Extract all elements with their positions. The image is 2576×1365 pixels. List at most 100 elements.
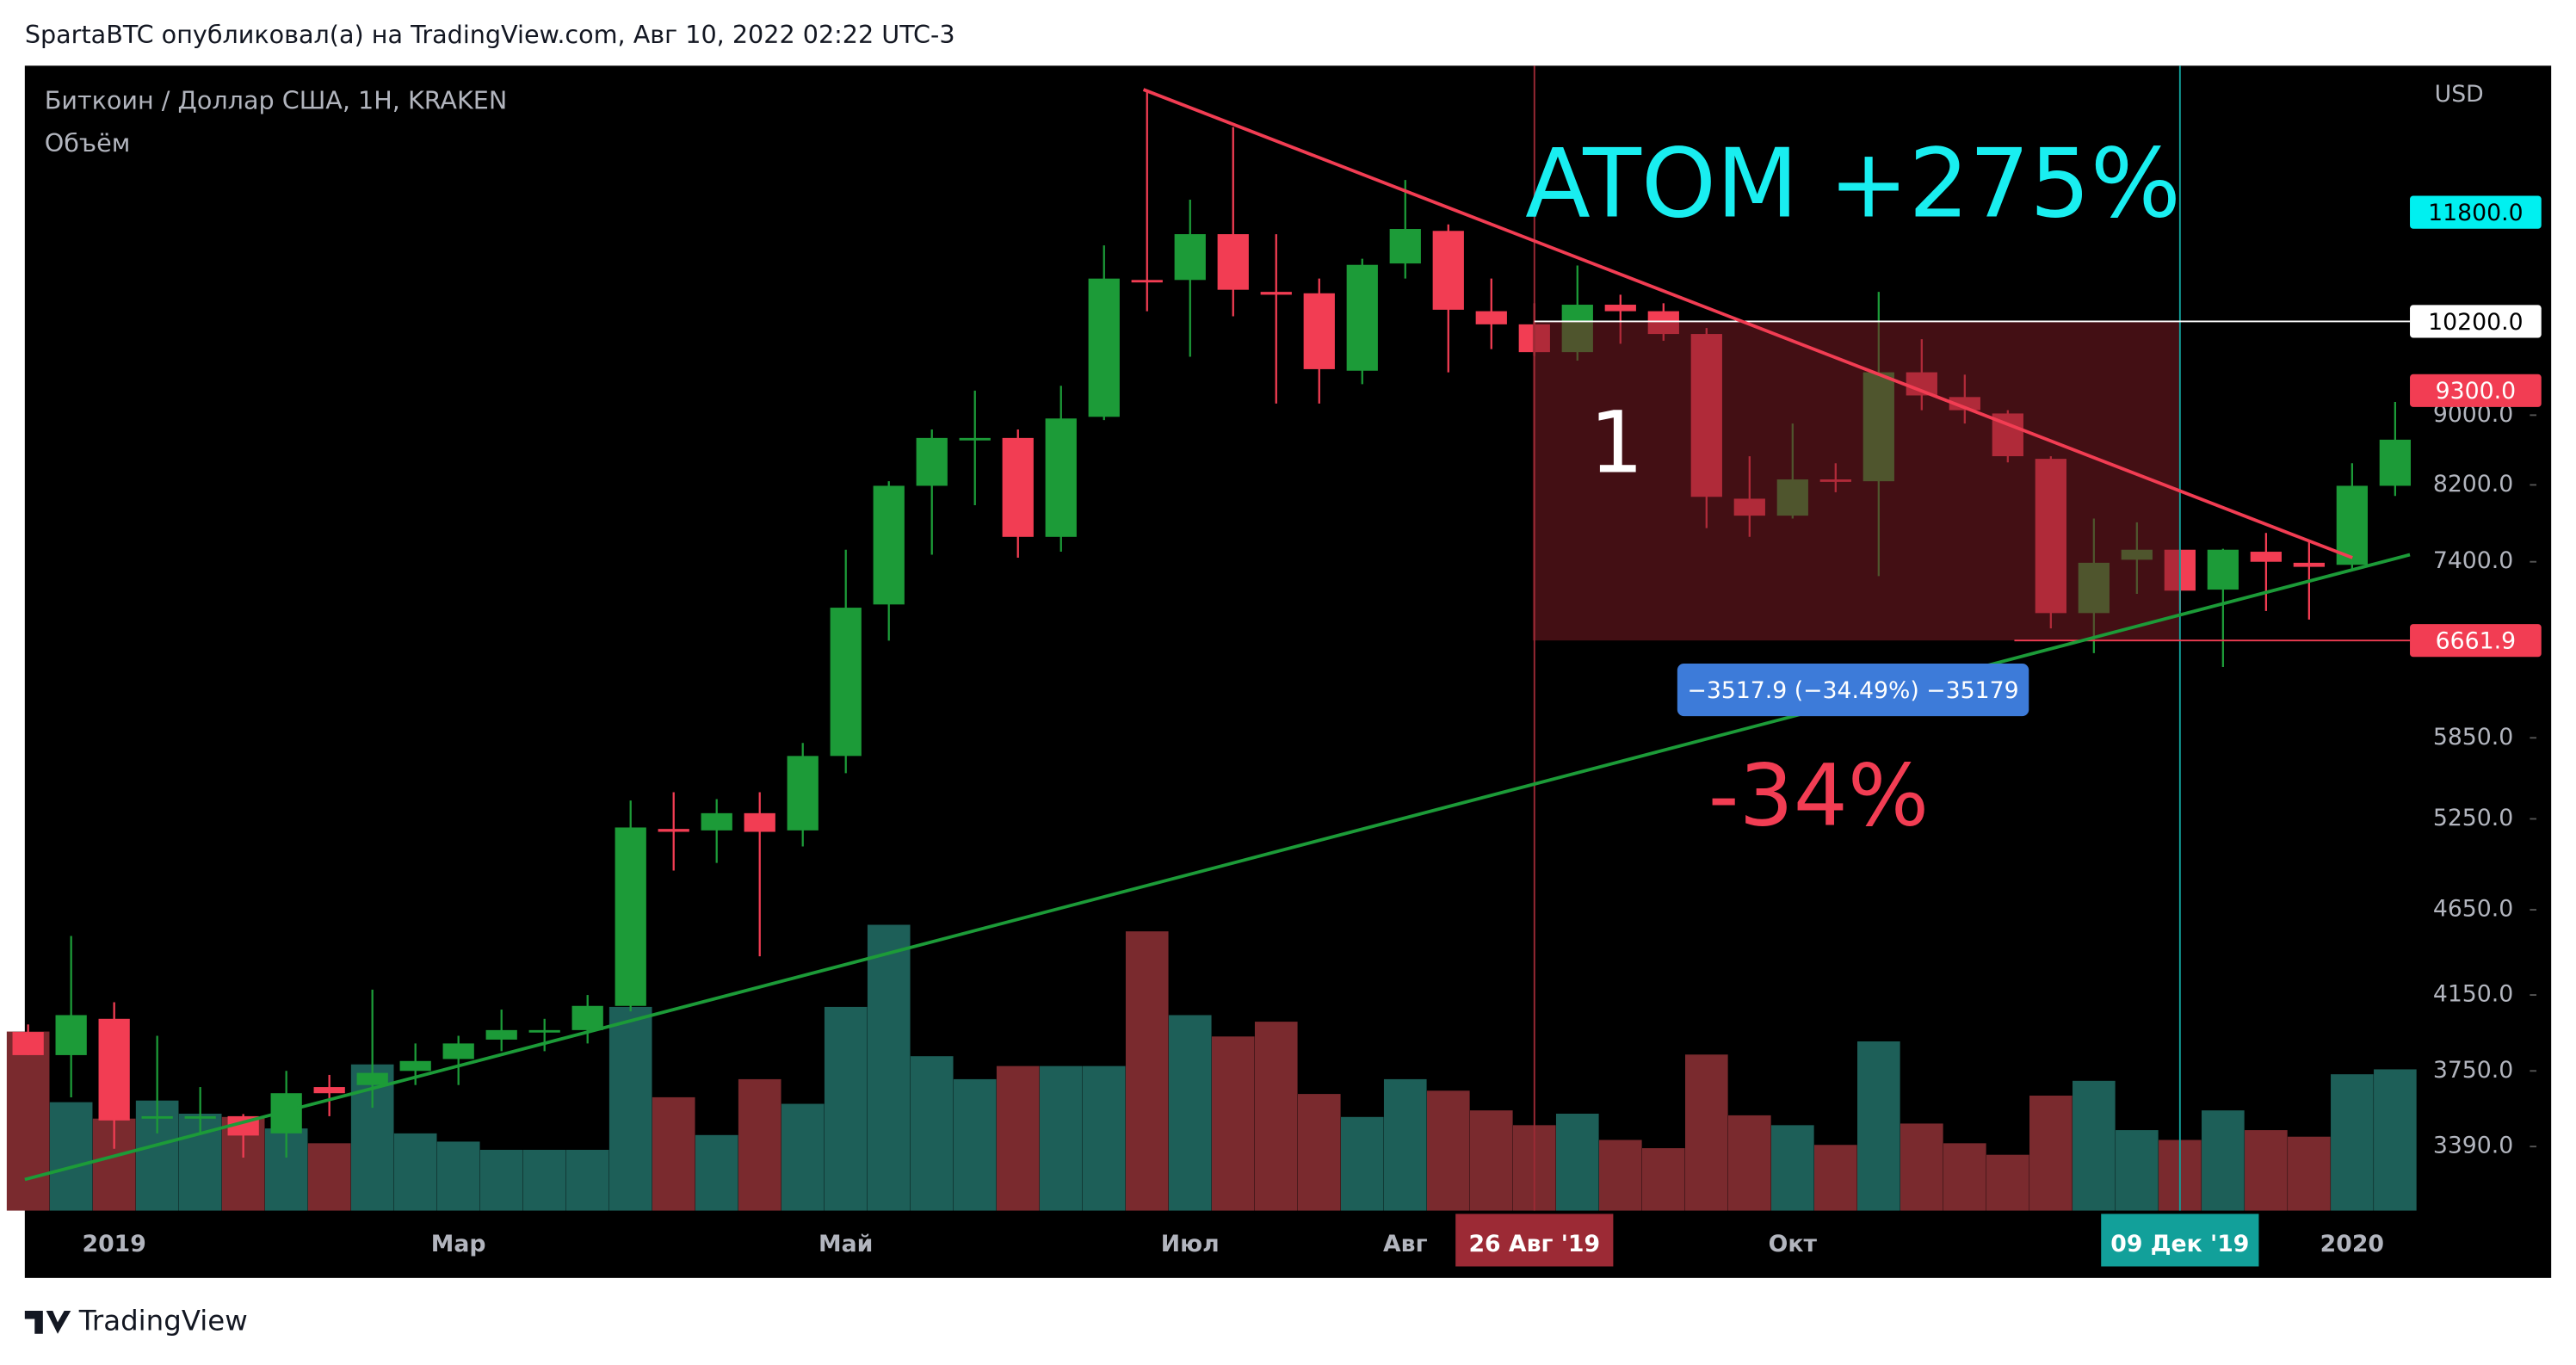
candle-body: [399, 1060, 431, 1072]
candle-body: [2250, 552, 2282, 562]
candle-body: [2379, 439, 2411, 486]
volume-bar: [1943, 1143, 1986, 1211]
price-label-bg: [2410, 305, 2542, 338]
candle-body: [959, 437, 991, 441]
y-tick-label: 8200.0: [2433, 471, 2513, 497]
volume-bar: [996, 1065, 1040, 1211]
candle-body: [141, 1115, 173, 1119]
volume-bar: [953, 1078, 997, 1211]
volume-bar: [1641, 1148, 1685, 1211]
volume-bar: [1082, 1065, 1126, 1211]
volume-bar: [1684, 1054, 1728, 1211]
volume-bar: [2073, 1080, 2116, 1211]
price-label: 9300.0: [2436, 378, 2516, 405]
volume-bar: [1770, 1125, 1814, 1211]
volume-label: Объём: [45, 128, 131, 158]
price-label-bg: [2410, 624, 2542, 658]
volume-bar: [2288, 1136, 2331, 1211]
logo-icon: [24, 1311, 71, 1334]
candle-body: [12, 1032, 44, 1055]
candle-body: [1088, 278, 1120, 417]
volume-bar: [1813, 1145, 1857, 1211]
candle-body: [184, 1115, 216, 1119]
price-label: 11800.0: [2428, 200, 2523, 226]
plot: 3390.0 3750.0 4150.0 4650.0 5250.0 5850.0 7400…: [6, 65, 2542, 1267]
candle-body: [485, 1029, 517, 1040]
candle-body: [787, 756, 819, 831]
range-box: [1532, 321, 2180, 641]
candle-body: [528, 1029, 560, 1033]
x-tick-label: 2019: [82, 1231, 145, 1257]
y-tick-label: 5850.0: [2433, 724, 2513, 750]
annotation: 1: [1590, 393, 1644, 492]
y-tick-label: 4150.0: [2433, 981, 2513, 1008]
price-label-bg: [2410, 195, 2542, 229]
trend-line: [24, 553, 2411, 1182]
volume-bar: [652, 1096, 695, 1211]
volume-bar: [1555, 1113, 1599, 1211]
y-tick-label: 3750.0: [2433, 1057, 2513, 1084]
volume-bar: [1598, 1140, 1642, 1211]
candle-body: [571, 1005, 603, 1030]
x-tick-label: Авг: [1383, 1231, 1428, 1257]
volume-bar: [307, 1143, 351, 1211]
candle-body: [356, 1072, 388, 1085]
candle-body: [1002, 437, 1034, 537]
price-label: 6661.9: [2436, 628, 2516, 655]
y-axis-label: USD: [2435, 81, 2484, 108]
x-tick-label: 09 Дек '19: [2110, 1231, 2249, 1257]
candle-body: [615, 827, 646, 1006]
candle-body: [1174, 234, 1206, 281]
candle-body: [2336, 485, 2368, 565]
chart-title: Биткоин / Доллар США, 1Н, KRAKEN: [45, 85, 508, 114]
candle-body: [1475, 311, 1507, 324]
volume-bar: [2331, 1074, 2374, 1211]
price-label: 10200.0: [2428, 309, 2523, 336]
candle-body: [1604, 305, 1636, 312]
candle-body: [873, 485, 905, 605]
candle-body: [313, 1087, 345, 1094]
candle-body: [2207, 549, 2239, 590]
y-tick-label: 3390.0: [2433, 1133, 2513, 1159]
volume-bar: [1211, 1036, 1255, 1211]
volume-bar: [1297, 1094, 1341, 1211]
candle-body: [1217, 234, 1249, 290]
x-highlight-bg: [2101, 1214, 2259, 1267]
volume-bar: [6, 1031, 50, 1211]
candle-body: [1389, 229, 1421, 264]
volume-bar: [1426, 1090, 1470, 1211]
candle-body: [98, 1018, 130, 1121]
volume-bar: [695, 1134, 738, 1211]
annotation: ATOM +275%: [1525, 129, 2181, 240]
volume-bar: [2029, 1095, 2073, 1211]
candle-body: [2293, 562, 2325, 567]
x-tick-label: Мар: [431, 1231, 486, 1257]
volume-bar: [522, 1149, 566, 1211]
candle-body: [442, 1043, 474, 1059]
x-tick-label: 2020: [2320, 1231, 2384, 1257]
y-tick-label: 4650.0: [2433, 896, 2513, 923]
candle-body: [1260, 292, 1292, 295]
candle-body: [701, 812, 732, 831]
volume-bar: [1039, 1065, 1083, 1211]
candle-body: [1303, 293, 1335, 369]
volume-bar: [1168, 1015, 1212, 1211]
volume-bar: [1469, 1110, 1513, 1211]
volume-bar: [1125, 931, 1169, 1211]
candle-body: [1346, 264, 1378, 371]
volume-bar: [781, 1103, 825, 1211]
volume-bar: [1857, 1041, 1900, 1211]
volume-bar: [49, 1102, 93, 1211]
volume-bar: [565, 1149, 609, 1211]
price-label-bg: [2410, 374, 2542, 407]
volume-bar: [479, 1149, 523, 1211]
measure-label: −3517.9 (−34.49%) −35179: [1687, 677, 2018, 704]
trend-line: [1142, 88, 2353, 559]
volume-bar: [824, 1006, 868, 1211]
candle-body: [916, 437, 948, 486]
logo-text: TradingView: [78, 1304, 248, 1337]
candle-body: [1045, 418, 1077, 537]
measure-label-bg: [1677, 664, 2029, 717]
volume-bar: [436, 1141, 480, 1211]
